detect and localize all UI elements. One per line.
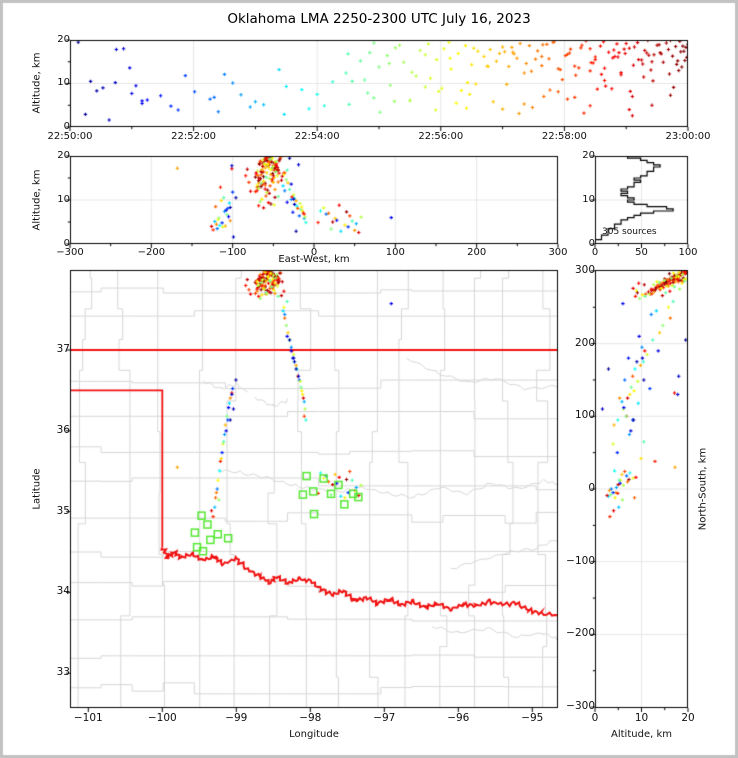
tick-label: 37 — [56, 343, 70, 356]
tick-label: −300 — [56, 247, 84, 258]
tick-label: 0 — [591, 712, 599, 724]
tick-label: 23:00:00 — [665, 131, 711, 142]
tick-label: 100 — [574, 409, 595, 422]
tick-label: −100 — [218, 247, 247, 258]
tick-label: 22:54:00 — [294, 131, 340, 142]
tick-label: 100 — [678, 247, 698, 258]
tick-label: 22:52:00 — [171, 131, 217, 142]
tick-label: 34 — [56, 585, 70, 598]
tick-label: 50 — [635, 247, 648, 258]
ns-height-ylabel: North-South, km — [697, 447, 709, 531]
map-ylabel: Latitude — [31, 468, 43, 510]
tick-label: 300 — [548, 247, 568, 258]
tick-label: 0 — [591, 247, 599, 258]
tick-label: 20 — [582, 149, 595, 161]
tick-label: −100 — [566, 554, 595, 567]
tick-label: 33 — [56, 666, 70, 679]
tick-label: 22:58:00 — [541, 131, 587, 142]
tick-label: −96 — [447, 712, 470, 724]
time-height-panel — [70, 40, 688, 127]
tick-label: −300 — [566, 700, 595, 713]
tick-label: 10 — [582, 193, 595, 205]
tick-label: 36 — [56, 423, 70, 436]
tick-label: 20 — [57, 33, 70, 45]
tick-label: −200 — [137, 247, 166, 258]
histogram-annotation: 305 sources — [602, 227, 657, 237]
tick-label: 0 — [588, 237, 595, 249]
tick-label: 0 — [63, 237, 70, 249]
tick-label: 20 — [681, 712, 695, 724]
tick-label: −97 — [373, 712, 396, 724]
tick-label: 35 — [56, 504, 70, 517]
tick-label: 10 — [57, 193, 70, 205]
tick-label: 0 — [588, 482, 595, 494]
north-south-height-panel — [595, 270, 688, 708]
tick-label: 200 — [574, 336, 595, 349]
tick-label: 10 — [57, 77, 70, 88]
tick-label: −98 — [299, 712, 322, 724]
figure-title: Oklahoma LMA 2250-2300 UTC July 16, 2023 — [227, 11, 531, 27]
tick-label: −100 — [147, 712, 177, 724]
ns-height-xlabel: Altitude, km — [611, 729, 672, 740]
ew-height-xlabel: East-West, km — [278, 254, 350, 265]
tick-label: 22:56:00 — [418, 131, 464, 142]
map-xlabel: Longitude — [289, 729, 339, 740]
tick-label: 0 — [310, 247, 318, 258]
tick-label: 300 — [574, 263, 595, 276]
tick-label: −99 — [225, 712, 248, 724]
map-panel — [70, 270, 558, 708]
tick-label: 0 — [63, 120, 70, 132]
tick-label: 22:50:00 — [47, 131, 93, 142]
tick-label: 10 — [634, 712, 649, 724]
tick-label: 20 — [57, 149, 70, 161]
tick-label: −200 — [566, 627, 595, 640]
east-west-height-panel — [70, 156, 558, 244]
tick-label: −101 — [73, 712, 103, 724]
tick-label: 200 — [467, 247, 487, 258]
tick-label: 100 — [385, 247, 405, 258]
tick-label: −95 — [521, 712, 544, 724]
